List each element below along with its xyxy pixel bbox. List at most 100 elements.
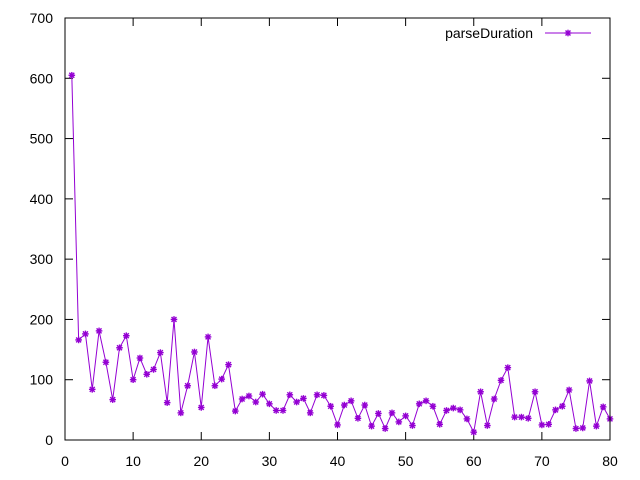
plot-frame xyxy=(64,17,611,441)
data-point xyxy=(259,390,266,398)
data-point xyxy=(429,402,437,410)
data-point xyxy=(504,364,512,371)
data-point xyxy=(436,421,443,428)
legend-label-parseDuration: parseDuration xyxy=(445,25,533,41)
data-point xyxy=(313,391,321,399)
legend-marker-star xyxy=(564,29,572,37)
data-point xyxy=(170,316,178,323)
data-point xyxy=(218,375,225,383)
data-point xyxy=(306,409,314,417)
x-tick-label: 30 xyxy=(262,453,278,469)
data-point xyxy=(463,415,471,423)
data-point xyxy=(354,414,362,422)
data-point xyxy=(197,404,205,411)
data-point xyxy=(531,388,539,396)
data-point xyxy=(593,422,600,430)
data-point xyxy=(586,377,593,385)
data-point xyxy=(116,344,123,352)
data-point xyxy=(361,401,369,409)
data-point xyxy=(88,386,96,393)
legend-marker-sample xyxy=(564,29,572,37)
y-tick-label: 400 xyxy=(30,191,54,207)
data-point xyxy=(320,392,328,399)
x-tick-label: 40 xyxy=(330,453,346,469)
data-point xyxy=(75,336,82,344)
data-point xyxy=(388,409,396,417)
data-point xyxy=(422,397,430,405)
data-point xyxy=(470,428,478,436)
data-point xyxy=(511,413,518,421)
data-point xyxy=(538,421,546,429)
data-point xyxy=(490,395,498,403)
x-tick-label: 20 xyxy=(193,453,209,469)
data-point xyxy=(252,398,260,406)
y-tick-label: 700 xyxy=(30,10,54,26)
data-point xyxy=(477,388,484,396)
data-point xyxy=(157,349,164,356)
data-point xyxy=(95,327,103,335)
data-point xyxy=(272,407,280,414)
data-point xyxy=(109,396,116,403)
data-point xyxy=(82,330,89,338)
data-point xyxy=(409,422,416,429)
data-point xyxy=(599,403,607,411)
data-point xyxy=(143,370,151,378)
x-tick-label: 50 xyxy=(398,453,414,469)
data-point xyxy=(191,348,198,356)
data-point xyxy=(136,354,144,362)
data-point xyxy=(293,398,300,406)
x-axis-ticks: 0 10 20 30 40 50 60 70 80 xyxy=(61,18,618,469)
data-point xyxy=(559,402,566,410)
data-point xyxy=(327,402,334,410)
series-line-parseDuration xyxy=(71,75,611,434)
x-tick-label: 70 xyxy=(534,453,550,469)
data-point xyxy=(300,395,307,402)
data-point xyxy=(232,407,239,415)
data-point xyxy=(497,377,505,384)
data-point xyxy=(204,333,212,341)
x-tick-label: 80 xyxy=(602,453,618,469)
data-point xyxy=(579,424,587,432)
data-point xyxy=(286,391,294,399)
data-point xyxy=(245,392,253,400)
data-point xyxy=(552,406,559,414)
x-tick-label: 60 xyxy=(466,453,482,469)
data-point xyxy=(129,376,137,384)
data-point xyxy=(347,397,355,405)
data-point xyxy=(211,382,219,390)
data-point xyxy=(524,414,532,422)
data-point xyxy=(402,412,409,420)
data-point xyxy=(572,425,580,432)
data-point xyxy=(368,422,375,430)
data-point xyxy=(565,386,573,394)
data-point xyxy=(334,421,341,429)
data-point xyxy=(266,400,273,408)
data-point xyxy=(184,382,191,390)
y-axis-ticks: 0 100 200 300 400 500 600 700 xyxy=(30,10,610,448)
data-point xyxy=(225,361,232,368)
data-point xyxy=(123,332,130,340)
data-point xyxy=(177,409,185,417)
data-point xyxy=(375,410,382,417)
data-point xyxy=(163,399,171,406)
data-point xyxy=(68,71,76,79)
data-point xyxy=(341,401,348,409)
data-point xyxy=(150,366,157,373)
y-tick-label: 300 xyxy=(30,251,54,267)
data-point xyxy=(381,425,389,432)
legend: parseDuration xyxy=(445,25,591,41)
data-point xyxy=(518,413,525,421)
data-point xyxy=(450,404,457,412)
data-point xyxy=(456,406,464,414)
data-point xyxy=(484,422,491,429)
data-point xyxy=(443,407,450,414)
y-tick-label: 500 xyxy=(30,131,54,147)
data-point xyxy=(279,407,287,414)
data-point xyxy=(415,400,423,408)
y-tick-label: 600 xyxy=(30,70,54,86)
x-tick-label: 10 xyxy=(125,453,141,469)
y-tick-label: 100 xyxy=(30,372,54,388)
data-point xyxy=(395,418,403,426)
series-layer xyxy=(68,71,614,436)
